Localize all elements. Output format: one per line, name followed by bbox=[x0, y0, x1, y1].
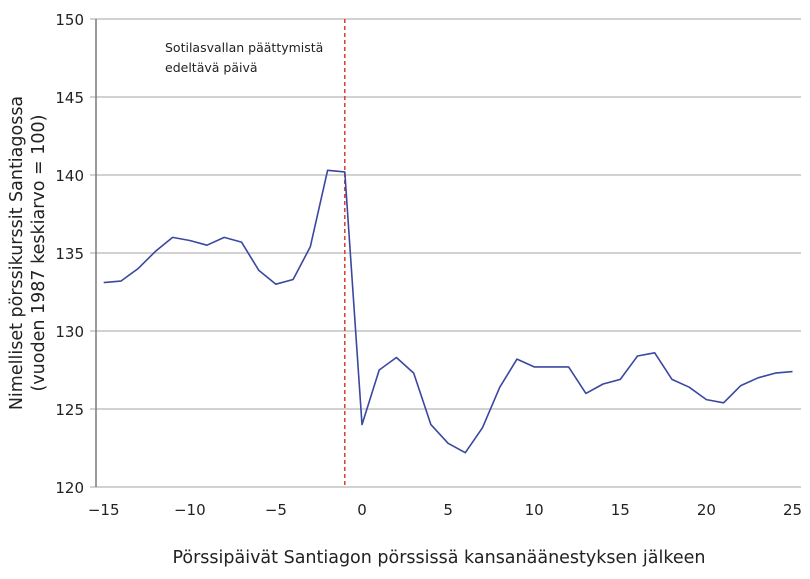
x-tick-label: 0 bbox=[357, 501, 367, 519]
reference-line-label-1: Sotilasvallan päättymistä bbox=[165, 40, 323, 55]
y-gridlines bbox=[90, 18, 801, 488]
x-tick-label: 10 bbox=[525, 501, 544, 519]
x-tick-label: 25 bbox=[783, 501, 802, 519]
x-tick-label: 15 bbox=[611, 501, 630, 519]
y-tick-label: 130 bbox=[55, 323, 84, 341]
y-tick-label: 140 bbox=[55, 167, 84, 185]
x-axis-title: Pörssipäivät Santiagon pörssissä kansanä… bbox=[172, 548, 705, 568]
y-tick-label: 120 bbox=[55, 479, 84, 497]
data-series-line bbox=[103, 169, 793, 454]
y-axis-title-line-1: Nimelliset pörssikurssit Santiagossa bbox=[7, 96, 27, 410]
y-tick-label: 150 bbox=[55, 11, 84, 29]
y-tick-label: 125 bbox=[55, 401, 84, 419]
reference-line-label-2: edeltävä päivä bbox=[165, 60, 258, 75]
x-tick-label: 20 bbox=[697, 501, 716, 519]
y-axis-title-line-2: (vuoden 1987 keskiarvo = 100) bbox=[29, 114, 49, 391]
y-tick-label: 135 bbox=[55, 245, 84, 263]
y-axis-tick-labels: 120 125 130 135 140 145 150 bbox=[55, 11, 84, 497]
y-tick-label: 145 bbox=[55, 89, 84, 107]
x-tick-label: −15 bbox=[88, 501, 120, 519]
x-tick-label: 5 bbox=[443, 501, 453, 519]
x-axis-tick-labels: −15 −10 −5 0 5 10 15 20 25 bbox=[88, 501, 802, 519]
x-tick-label: −5 bbox=[265, 501, 287, 519]
x-tick-label: −10 bbox=[174, 501, 206, 519]
